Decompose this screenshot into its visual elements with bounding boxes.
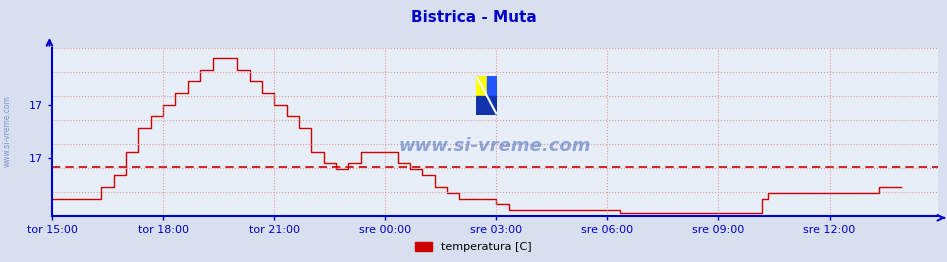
Text: www.si-vreme.com: www.si-vreme.com <box>399 137 591 155</box>
Polygon shape <box>476 96 497 115</box>
Bar <box>487 76 497 96</box>
Text: www.si-vreme.com: www.si-vreme.com <box>3 95 12 167</box>
Legend: temperatura [C]: temperatura [C] <box>411 237 536 256</box>
Bar <box>476 76 487 96</box>
Text: Bistrica - Muta: Bistrica - Muta <box>411 10 536 25</box>
